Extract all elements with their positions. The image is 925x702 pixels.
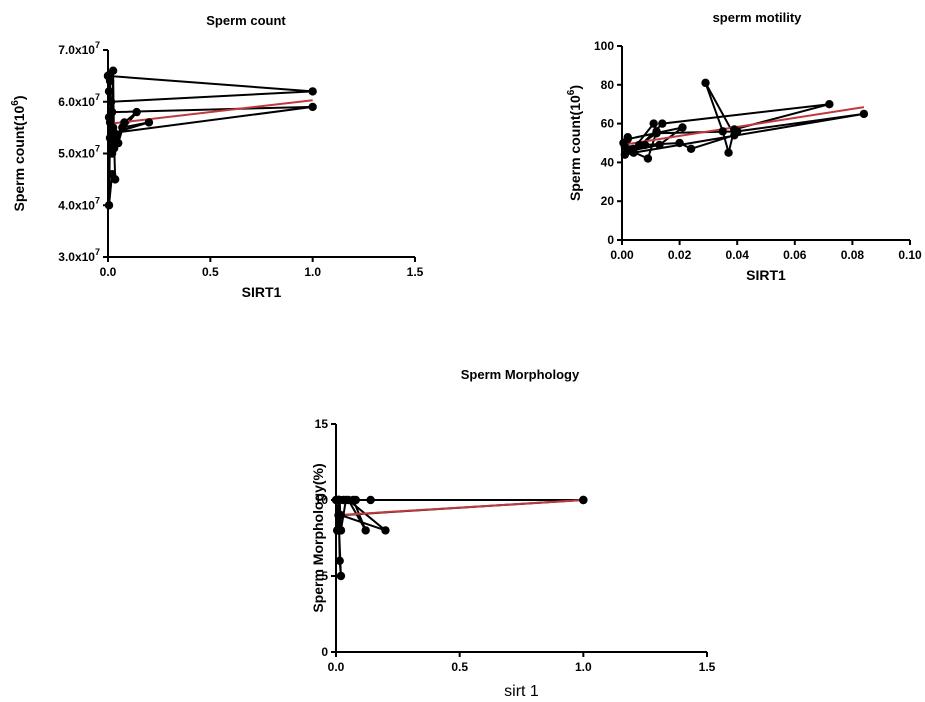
x-tick-label: 0.00 (610, 248, 634, 262)
data-point (649, 119, 658, 128)
x-tick-label: 0.5 (451, 660, 468, 674)
x-tick-label: 0.02 (668, 248, 692, 262)
data-point (724, 148, 733, 157)
chart-1: Sperm count 0.0 0.5 1.0 1.5 3.0x107 4.0x107 5.0… (10, 13, 424, 300)
data-point (635, 140, 644, 150)
y-tick-label: 80 (601, 78, 615, 92)
x-axis-label: SIRT1 (242, 284, 282, 300)
x-tick-label: 0.04 (726, 248, 750, 262)
data-point (335, 556, 344, 565)
data-point (675, 138, 684, 148)
chart-title: Sperm count (206, 13, 286, 28)
chart-2: sperm motility 0.00 0.02 0.04 0.06 0.08 0.10 0 2… (566, 10, 922, 283)
data-point (334, 495, 343, 505)
data-point (381, 526, 390, 535)
y-tick-label: 5.0x107 (58, 144, 100, 161)
data-point (336, 571, 346, 581)
fit-line (621, 106, 865, 146)
series-line (335, 499, 584, 577)
y-tick-label: 5 (321, 569, 328, 583)
data-point (110, 175, 120, 184)
data-point (620, 142, 630, 152)
data-point (859, 109, 869, 119)
x-tick-label: 0.08 (841, 248, 865, 262)
x-axis-label: sirt 1 (504, 683, 539, 700)
y-tick-label: 100 (594, 39, 614, 53)
y-tick-label: 40 (601, 155, 615, 169)
y-tick-label: 15 (315, 417, 329, 431)
y-tick-label: 7.0x107 (58, 40, 100, 57)
chart-3: Sperm Morphology 0.0 0.5 1.0 1.5 0 5 10 15 sirt 1… (310, 367, 716, 700)
data-point (308, 102, 317, 112)
y-tick-label: 10 (315, 493, 329, 507)
fit-line (335, 499, 584, 517)
x-tick-label: 0.5 (202, 265, 219, 279)
y-axis-label: Sperm Morphology(%) (310, 463, 326, 612)
series-line (106, 70, 313, 206)
data-point (718, 127, 727, 136)
data-point (733, 127, 742, 136)
data-point (686, 144, 696, 154)
data-point (629, 148, 638, 157)
chart-title: sperm motility (713, 10, 803, 25)
data-point (106, 97, 116, 106)
data-point (107, 149, 117, 158)
y-tick-label: 0 (607, 233, 614, 247)
data-point (104, 201, 114, 210)
x-tick-label: 0.0 (100, 265, 117, 279)
data-point (118, 123, 127, 132)
y-axis-label: Sperm count(106) (566, 85, 583, 201)
y-tick-label: 0 (321, 645, 328, 659)
data-point (658, 119, 667, 128)
data-point (366, 495, 375, 505)
data-point (308, 87, 317, 96)
chart-title: Sperm Morphology (461, 367, 580, 382)
x-tick-label: 1.0 (575, 660, 592, 674)
data-point (344, 495, 353, 505)
y-tick-label: 3.0x107 (58, 247, 100, 264)
data-point (103, 71, 113, 81)
data-point (579, 495, 588, 505)
x-tick-label: 0.06 (783, 248, 807, 262)
data-point (655, 140, 664, 150)
data-point (640, 140, 650, 150)
data-point (825, 100, 834, 109)
y-axis-label: Sperm count(106) (10, 95, 27, 211)
y-tick-label: 20 (601, 194, 615, 208)
data-point (336, 526, 346, 535)
data-point (336, 511, 346, 520)
data-point (107, 107, 117, 117)
x-tick-label: 1.5 (407, 265, 424, 279)
data-point (652, 129, 661, 138)
data-point (361, 526, 370, 535)
x-tick-label: 0.10 (898, 248, 922, 262)
y-tick-label: 6.0x107 (58, 92, 100, 109)
x-tick-label: 1.0 (304, 265, 321, 279)
data-point (108, 66, 118, 75)
data-point (104, 87, 114, 96)
x-axis-label: SIRT1 (746, 267, 786, 283)
data-point (109, 128, 119, 137)
data-point (643, 154, 653, 163)
data-point (678, 123, 687, 132)
fit-line (107, 99, 313, 125)
data-point (132, 107, 141, 117)
y-tick-label: 60 (601, 117, 615, 131)
data-point (701, 78, 710, 88)
y-tick-label: 4.0x107 (58, 195, 100, 212)
data-point (623, 134, 632, 144)
x-tick-label: 1.5 (699, 660, 716, 674)
x-tick-label: 0.0 (328, 660, 345, 674)
data-point (144, 118, 154, 127)
